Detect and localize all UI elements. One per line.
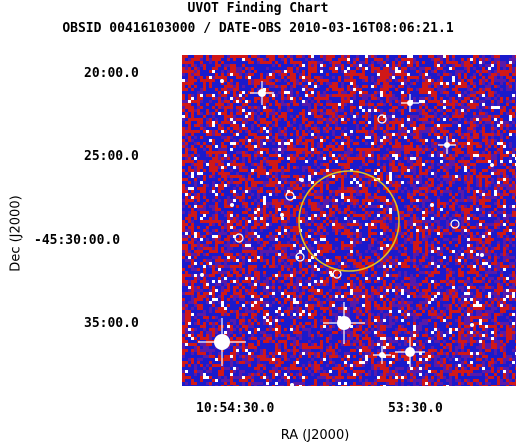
y-tick-label: 25:00.0 <box>84 149 139 164</box>
source-marker-ring <box>285 191 295 201</box>
star <box>250 81 274 105</box>
star <box>373 346 391 364</box>
star <box>480 253 484 257</box>
y-tick-label: -45:30:00.0 <box>34 233 121 248</box>
source-marker-ring <box>234 233 244 243</box>
sky-noise <box>182 55 516 386</box>
source-markers <box>234 114 460 279</box>
source-marker-ring <box>450 219 460 229</box>
star <box>490 163 494 167</box>
star <box>300 178 304 182</box>
y-tick-label: 20:00.0 <box>84 66 139 81</box>
y-axis-label: Dec (J2000) <box>8 195 24 272</box>
star <box>198 318 246 366</box>
star <box>280 213 284 217</box>
star <box>395 337 425 367</box>
star <box>220 79 224 83</box>
star <box>290 383 294 386</box>
star-field <box>198 79 494 386</box>
chart-title: UVOT Finding Chart <box>187 1 329 16</box>
sky-image <box>182 55 516 386</box>
chart-subtitle: OBSID 00416103000 / DATE-OBS 2010-03-16T… <box>62 21 454 36</box>
source-region-circle <box>298 170 400 272</box>
star <box>438 136 456 154</box>
x-tick-label: 53:30.0 <box>388 401 443 416</box>
source-marker-ring <box>377 114 387 124</box>
star <box>230 203 234 207</box>
star <box>470 323 474 327</box>
source-marker-ring <box>295 252 305 262</box>
sky-image-canvas <box>182 55 516 386</box>
star <box>200 273 204 277</box>
star <box>430 203 434 207</box>
star <box>401 94 419 112</box>
x-axis-label: RA (J2000) <box>280 428 350 443</box>
y-tick-label: 35:00.0 <box>84 316 139 331</box>
star <box>323 302 365 344</box>
x-tick-label: 10:54:30.0 <box>196 401 275 416</box>
